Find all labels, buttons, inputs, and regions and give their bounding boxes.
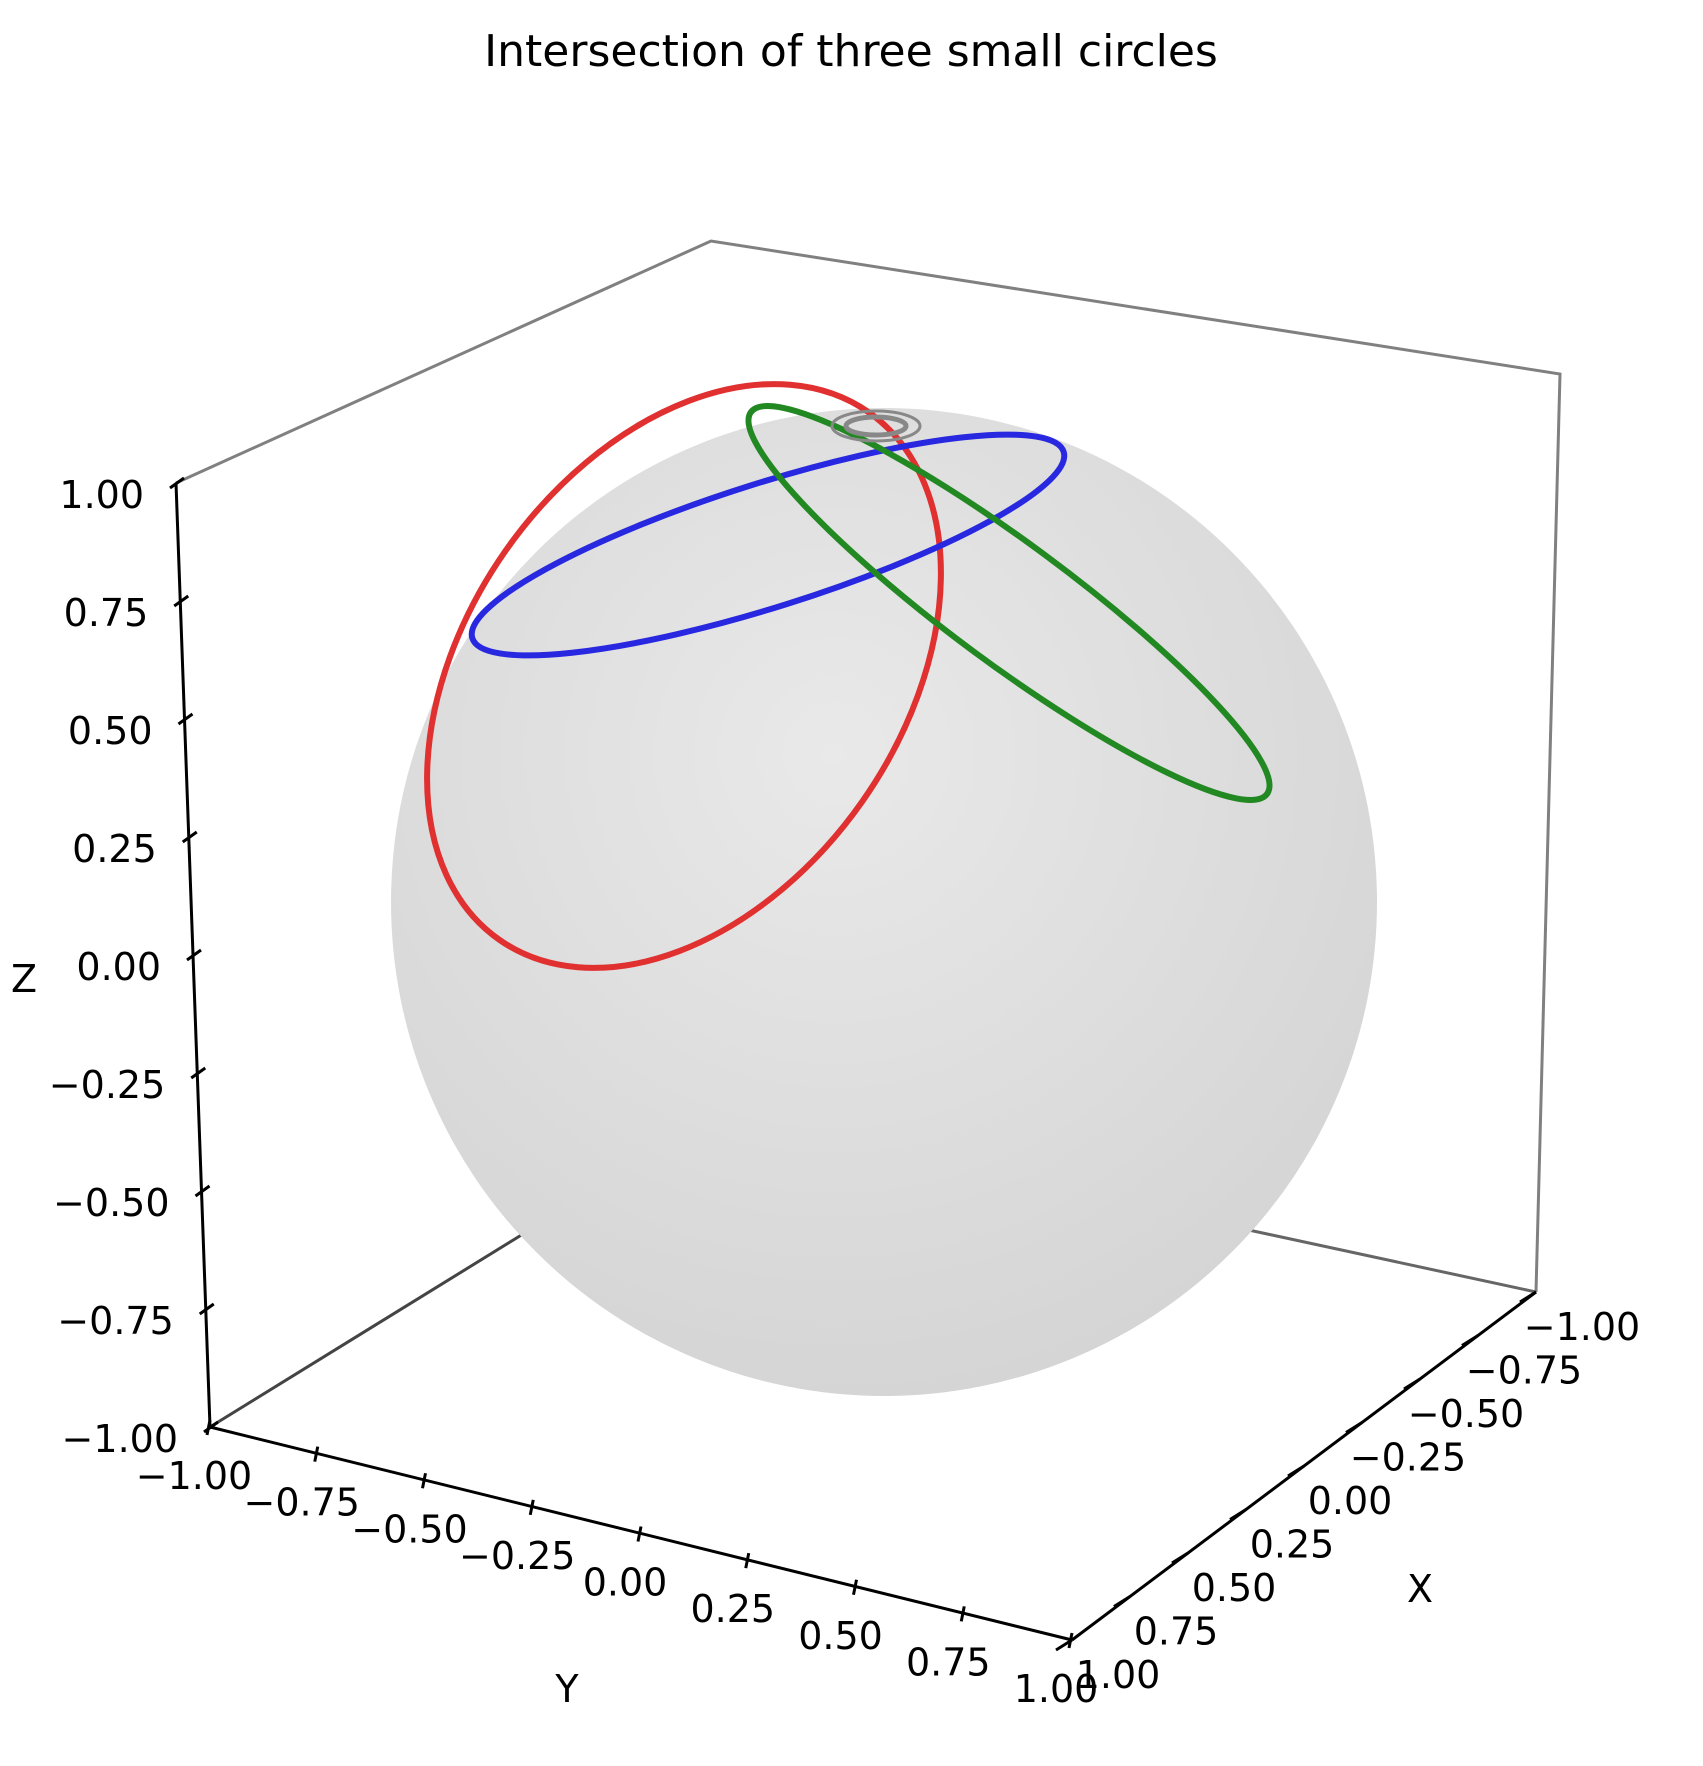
z-axis-tick-label: 0.75 — [64, 591, 149, 635]
x-axis-tick-mark — [1113, 1595, 1131, 1608]
y-axis-tick-label: −0.75 — [244, 1481, 360, 1525]
circles-layer — [424, 381, 1273, 971]
y-axis-tick-label: 0.25 — [690, 1587, 775, 1631]
x-axis-tick-mark — [1403, 1377, 1421, 1391]
y-axis-tick-label: 1.00 — [1014, 1667, 1099, 1711]
x-axis-tick-mark — [1519, 1290, 1537, 1304]
x-axis-tick-label: −0.25 — [1350, 1436, 1466, 1480]
z-axis-tick-mark — [181, 830, 198, 844]
x-axis-tick-mark — [1055, 1638, 1073, 1652]
ticks-layer: −1.00−0.75−0.50−0.250.000.250.500.751.00… — [49, 473, 1640, 1711]
chart-title: Intersection of three small circles — [484, 26, 1218, 77]
z-axis-tick-mark — [169, 476, 185, 490]
x-axis-tick-mark — [1461, 1334, 1479, 1347]
y-axis-tick-label: 0.75 — [906, 1640, 991, 1684]
x-axis-tick-mark — [1287, 1464, 1305, 1478]
y-axis-tick-mark — [421, 1472, 427, 1489]
z-axis-tick-mark — [203, 1420, 219, 1434]
y-axis-tick-label: 0.00 — [583, 1561, 668, 1605]
y-axis-tick-mark — [205, 1419, 212, 1436]
back-pane-edges — [175, 239, 1562, 1293]
z-axis-tick-mark — [173, 594, 190, 608]
gray-intersection-marker — [843, 414, 909, 438]
green-circle-line — [745, 403, 1273, 803]
blue-circle-line — [468, 431, 1068, 659]
x-axis-label: X — [1407, 1567, 1433, 1611]
z-axis-tick-mark — [194, 1184, 211, 1198]
z-axis-tick-label: 0.25 — [72, 827, 157, 871]
x-axis-tick-label: 1.00 — [1076, 1653, 1161, 1697]
y-axis-tick-mark — [636, 1526, 643, 1542]
sphere-surface — [391, 408, 1377, 1396]
z-axis-tick-label: −0.25 — [49, 1063, 165, 1107]
z-axis-tick-label: 0.50 — [68, 709, 153, 753]
x-axis-tick-mark — [1345, 1421, 1363, 1434]
x-axis-tick-mark — [1229, 1508, 1247, 1521]
x-axis-tick-label: 0.25 — [1250, 1523, 1335, 1567]
y-axis-tick-mark — [959, 1606, 966, 1622]
x-axis-tick-label: 0.50 — [1192, 1566, 1277, 1610]
x-axis-tick-label: 0.00 — [1308, 1479, 1393, 1523]
z-axis-tick-label: −1.00 — [62, 1417, 178, 1461]
x-axis-tick-label: −0.75 — [1466, 1349, 1582, 1393]
gray-intersection-marker-outer — [830, 409, 922, 443]
y-axis-tick-mark — [744, 1552, 751, 1569]
z-axis-tick-label: 1.00 — [59, 473, 144, 517]
z-axis-label: Z — [11, 957, 37, 1001]
y-axis-tick-mark — [852, 1579, 858, 1596]
z-axis-tick-mark — [190, 1066, 207, 1080]
z-axis-tick-mark — [186, 948, 202, 962]
y-axis-tick-label: −1.00 — [136, 1454, 252, 1498]
z-axis-tick-label: −0.75 — [57, 1299, 173, 1343]
x-axis-tick-mark — [1171, 1551, 1189, 1565]
z-axis-tick-mark — [177, 712, 194, 726]
z-axis-tick-label: −0.50 — [53, 1181, 169, 1225]
y-axis-label: Y — [554, 1667, 579, 1711]
x-axis-tick-label: 0.75 — [1134, 1610, 1219, 1654]
y-axis-tick-label: 0.50 — [798, 1614, 883, 1658]
x-axis-tick-label: −1.00 — [1524, 1305, 1640, 1349]
y-axis-tick-mark — [528, 1499, 535, 1516]
y-axis-tick-label: −0.25 — [459, 1534, 575, 1578]
x-axis-tick-label: −0.50 — [1408, 1392, 1524, 1436]
y-axis-tick-mark — [313, 1446, 320, 1462]
y-axis-tick-label: −0.50 — [351, 1507, 467, 1551]
z-axis-tick-label: 0.00 — [76, 945, 161, 989]
z-axis-tick-mark — [198, 1302, 215, 1316]
